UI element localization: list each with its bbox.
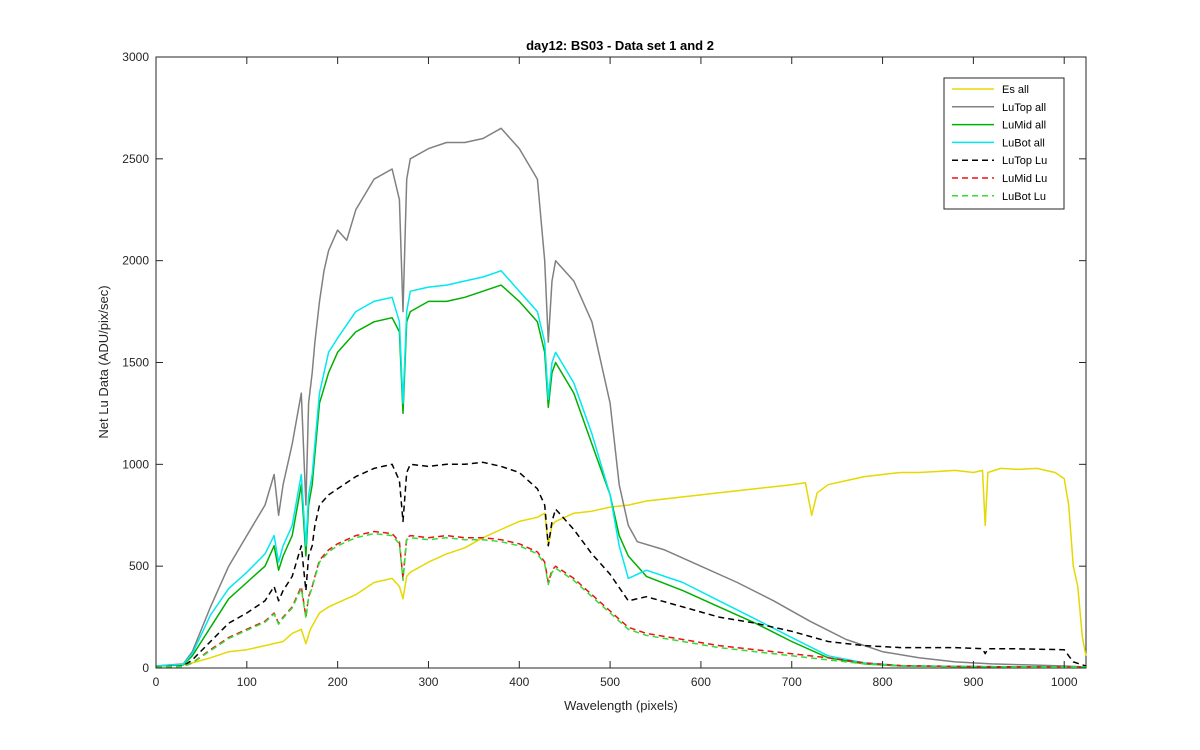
- y-tick-label: 2000: [122, 254, 149, 268]
- series-layer: [155, 127, 1087, 668]
- x-tick-label: 400: [509, 675, 529, 689]
- legend-label: LuBot Lu: [1002, 191, 1046, 203]
- x-tick-label: 1000: [1051, 675, 1078, 689]
- y-tick-label: 2500: [122, 152, 149, 166]
- y-tick-label: 1500: [122, 356, 149, 370]
- x-tick-label: 100: [237, 675, 257, 689]
- series-line-3: [155, 270, 1086, 668]
- x-axis-label: Wavelength (pixels): [564, 698, 678, 713]
- y-tick-label: 500: [129, 559, 149, 573]
- legend-label: Es all: [1002, 84, 1029, 96]
- series-line-1: [155, 127, 1087, 668]
- y-tick-label: 3000: [122, 50, 149, 64]
- y-axis-label: Net Lu Data (ADU/pix/sec): [96, 285, 111, 438]
- legend-label: LuMid Lu: [1002, 173, 1047, 185]
- x-tick-label: 500: [600, 675, 620, 689]
- x-tick-label: 0: [153, 675, 160, 689]
- series-line-4: [155, 461, 1087, 668]
- y-tick-label: 0: [142, 661, 149, 675]
- series-line-0: [155, 467, 1087, 667]
- legend-label: LuBot all: [1002, 137, 1045, 149]
- y-tick-label: 1000: [122, 457, 149, 471]
- legend-label: LuMid all: [1002, 120, 1046, 132]
- legend-label: LuTop all: [1002, 102, 1046, 114]
- plot-area: [155, 56, 1087, 669]
- x-tick-label: 600: [691, 675, 711, 689]
- legend-box: [943, 77, 1065, 210]
- axis-ticks: 0 100 200 300 400 500 600 700 800 900 1000 0 500 1000…: [122, 50, 1086, 689]
- x-tick-label: 800: [873, 675, 893, 689]
- chart-title: day12: BS03 - Data set 1 and 2: [526, 38, 714, 53]
- legend-label: LuTop Lu: [1002, 155, 1047, 167]
- legend: Es all LuTop all LuMid all LuBot all LuTop L…: [943, 77, 1065, 210]
- series-line-2: [155, 284, 1086, 668]
- x-tick-label: 200: [328, 675, 348, 689]
- x-tick-label: 700: [782, 675, 802, 689]
- x-tick-label: 300: [418, 675, 438, 689]
- series-line-5: [155, 530, 1086, 668]
- x-tick-label: 900: [963, 675, 983, 689]
